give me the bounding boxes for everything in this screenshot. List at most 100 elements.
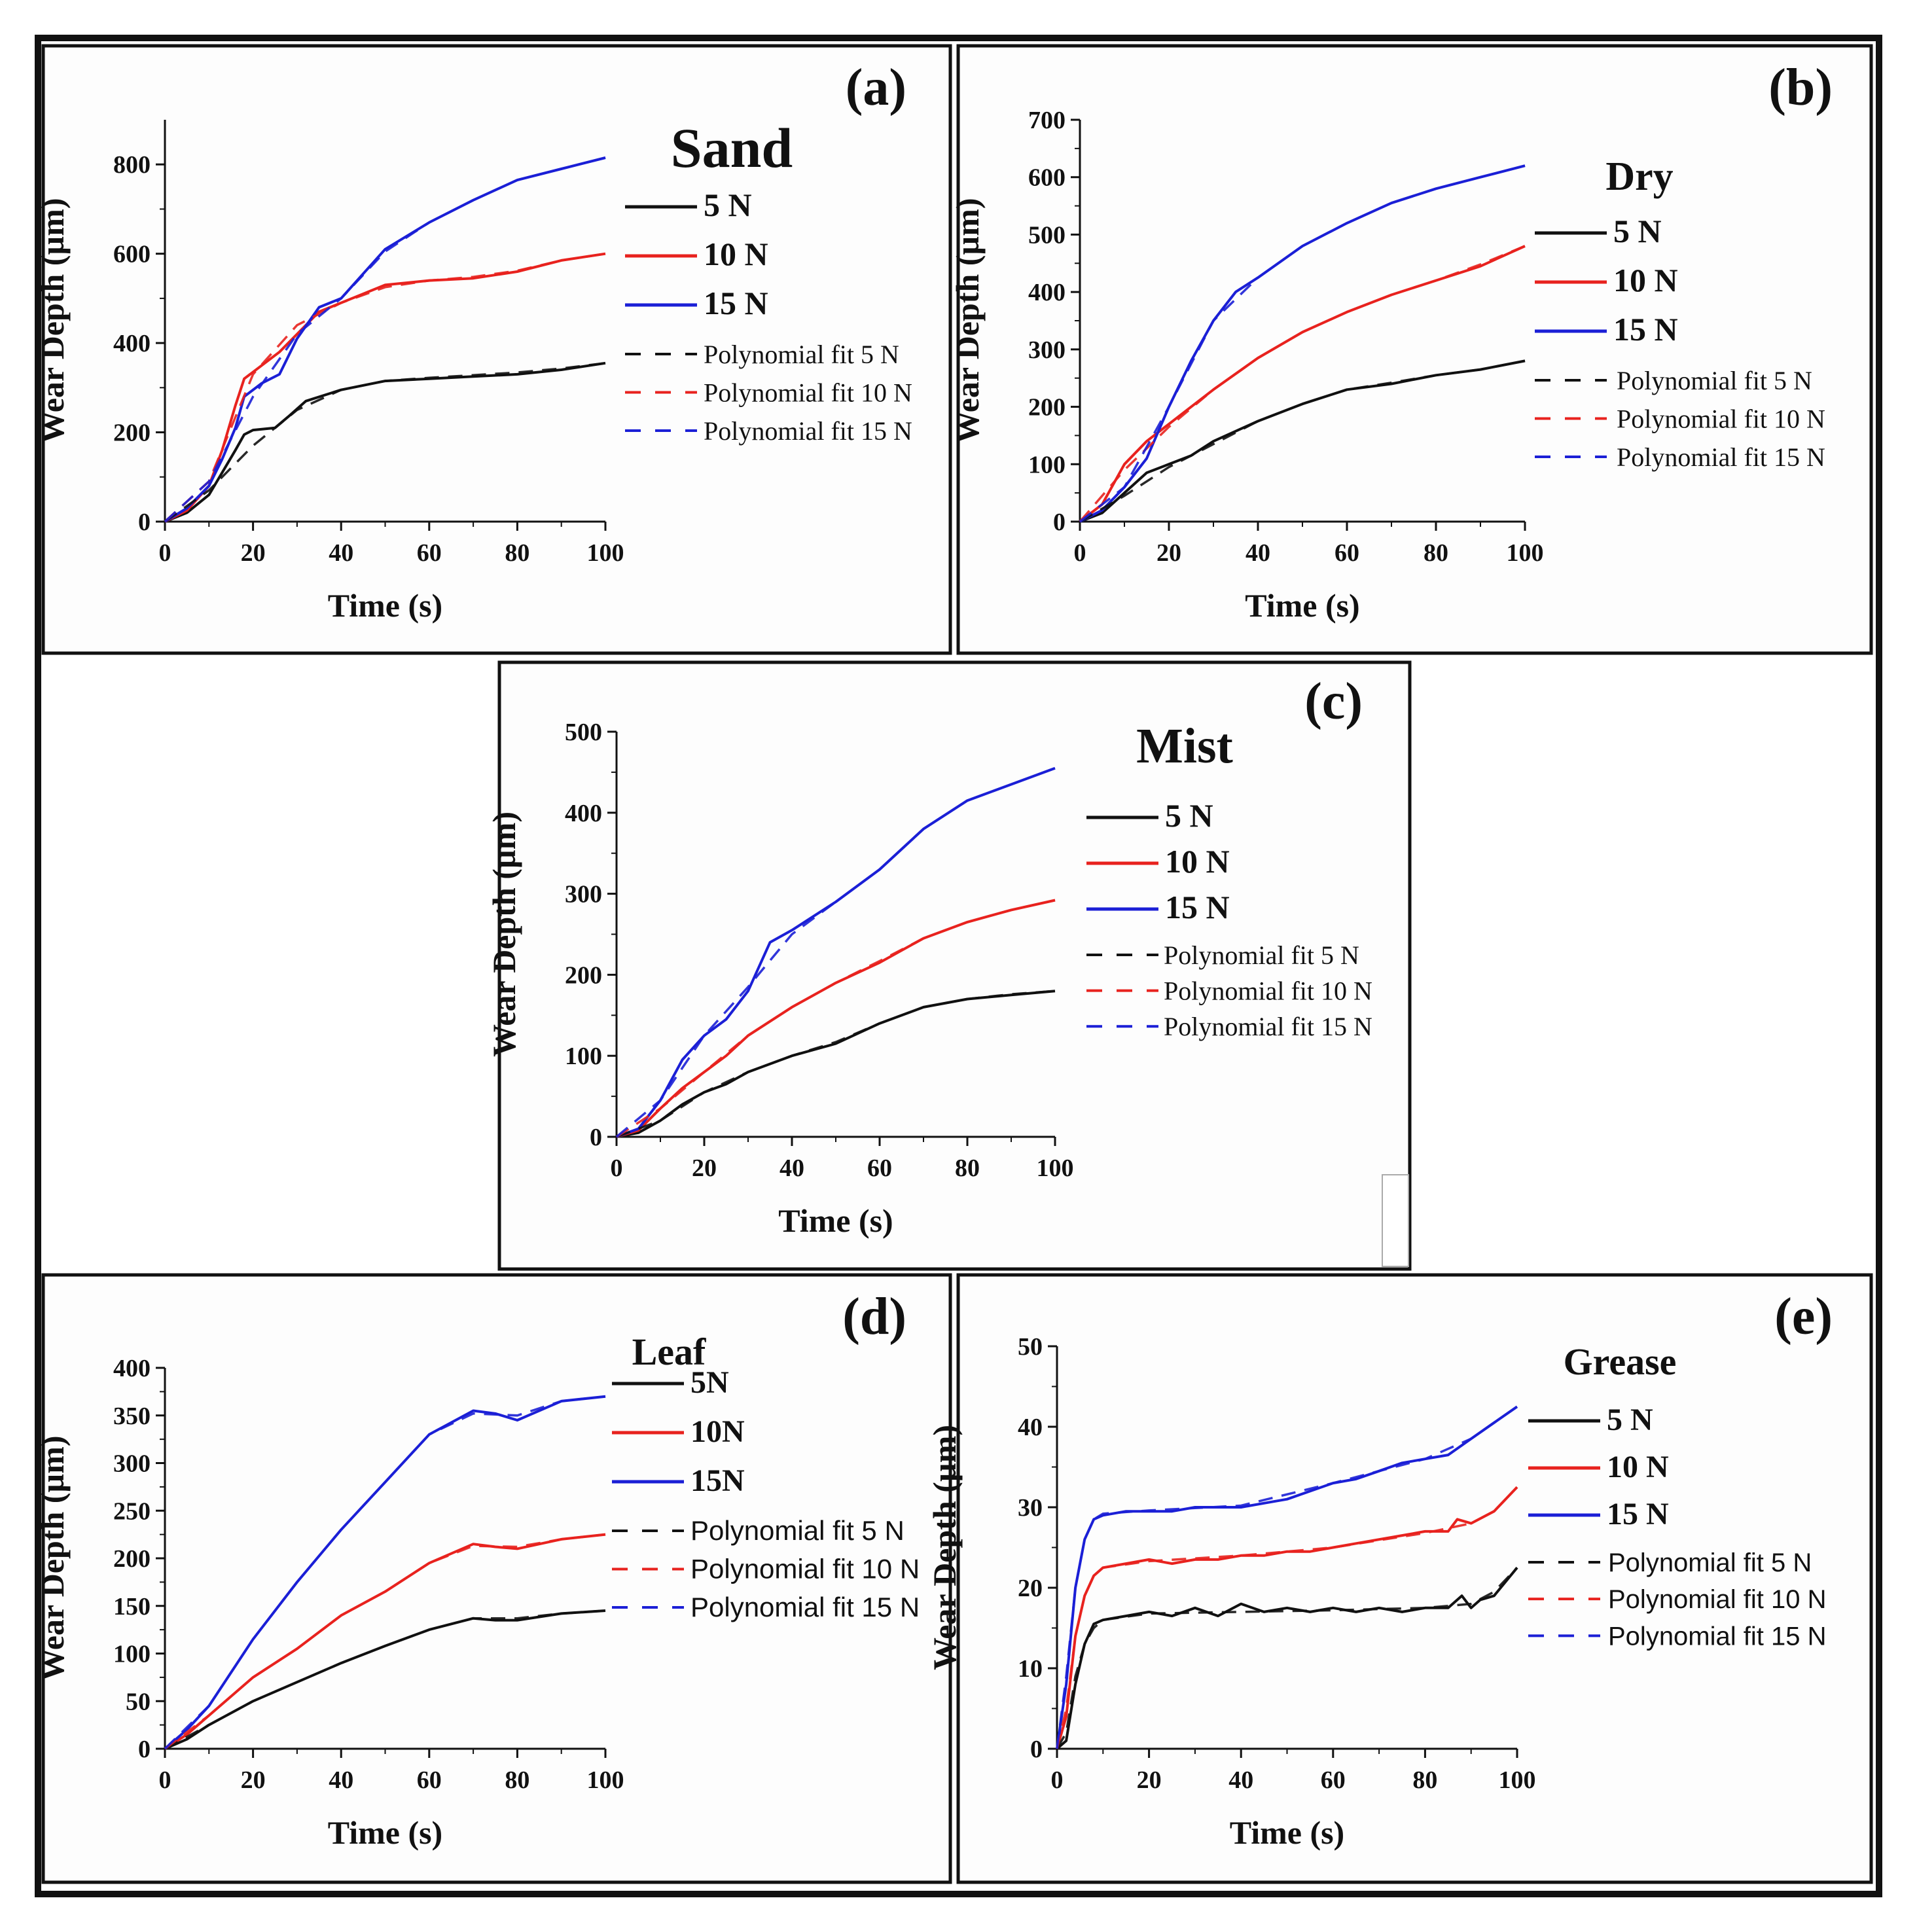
fit-line-3	[1056, 1405, 1518, 1749]
y-axis-label: Wear Depth (µm)	[926, 1425, 963, 1670]
x-tick-label: 0	[1074, 539, 1086, 567]
x-tick-label: 0	[159, 539, 171, 567]
legend-label: Polynomial fit 10 N	[1608, 1585, 1826, 1614]
x-tick-label: 40	[329, 1766, 353, 1794]
panel-frame-e	[956, 1273, 1873, 1884]
legend-label: 15 N	[1613, 311, 1678, 348]
y-axis-label: Wear Depth (µm)	[34, 198, 71, 443]
chart-title: Mist	[1136, 719, 1233, 774]
legend-label: 15N	[690, 1463, 745, 1498]
y-tick-label: 20	[1018, 1575, 1043, 1602]
panel-frame-a	[41, 44, 952, 655]
x-tick-label: 80	[505, 539, 529, 567]
legend-label: Polynomial fit 15 N	[1608, 1622, 1826, 1651]
chart-title: Leaf	[632, 1331, 706, 1373]
x-tick-label: 40	[1228, 1766, 1253, 1794]
y-tick-label: 40	[1018, 1414, 1043, 1441]
series-line-1	[164, 361, 606, 523]
chart-title: Sand	[671, 116, 793, 179]
fit-line-1	[164, 1609, 606, 1750]
y-tick-label: 700	[1028, 107, 1066, 134]
x-tick-label: 60	[417, 1766, 442, 1794]
chart-title: Grease	[1564, 1340, 1677, 1383]
legend-label: 5 N	[1607, 1403, 1653, 1437]
chart-d: 0 20 40 60 80 100 0 50 100 150 200 250 300 350 400 Time…	[34, 1288, 920, 1851]
y-tick-label: 600	[1028, 164, 1066, 192]
y-tick-label: 500	[1028, 221, 1066, 249]
x-tick-label: 40	[1245, 539, 1270, 567]
y-tick-label: 100	[113, 1641, 151, 1668]
y-tick-label: 300	[565, 881, 602, 908]
x-axis-label: Time (s)	[328, 1814, 442, 1851]
chart-title: Dry	[1605, 154, 1673, 199]
legend-label: 10 N	[1165, 843, 1230, 880]
x-axis-label: Time (s)	[328, 587, 442, 624]
y-tick-label: 30	[1018, 1494, 1043, 1522]
y-tick-label: 150	[113, 1593, 151, 1620]
y-tick-label: 200	[113, 420, 151, 447]
fit-line-1	[616, 990, 1056, 1138]
legend-label: 10 N	[1607, 1450, 1669, 1484]
panel-frame-b	[956, 44, 1873, 655]
legend-label: 10 N	[1613, 262, 1678, 298]
panel-label: (d)	[842, 1288, 906, 1346]
y-tick-label: 400	[565, 800, 602, 827]
fit-line-3	[164, 156, 606, 523]
y-tick-label: 500	[565, 719, 602, 746]
legend-label: Polynomial fit 5 N	[690, 1515, 905, 1546]
x-tick-label: 40	[329, 539, 353, 567]
fit-line-3	[615, 767, 1056, 1138]
legend-label: Polynomial fit 10 N	[704, 378, 912, 408]
x-tick-label: 20	[241, 539, 266, 567]
legend-label: Polynomial fit 10 N	[1164, 976, 1372, 1006]
legend-label: 15 N	[704, 285, 768, 321]
y-tick-label: 50	[126, 1688, 151, 1715]
legend: 5 N 10 N 15 N Polynomial fit 5 N Polynomial …	[1535, 213, 1825, 472]
fit-line-2	[1079, 245, 1526, 523]
legend-label: 15 N	[1607, 1497, 1669, 1531]
outer-frame	[35, 35, 1882, 1897]
legend-label: Polynomial fit 5 N	[1608, 1548, 1812, 1577]
legend-label: 5N	[690, 1365, 729, 1400]
legend-label: 5 N	[1165, 797, 1213, 834]
y-tick-label: 0	[138, 509, 151, 536]
x-tick-label: 0	[1051, 1766, 1064, 1794]
y-axis-label: Wear Depth (µm)	[34, 1435, 71, 1681]
panel-label: (a)	[846, 59, 906, 116]
x-tick-label: 0	[611, 1154, 623, 1182]
x-tick-label: 80	[1412, 1766, 1437, 1794]
x-tick-label: 60	[867, 1154, 892, 1182]
legend-label: 5 N	[1613, 213, 1662, 249]
legend-label: Polynomial fit 15 N	[690, 1592, 920, 1622]
legend-label: Polynomial fit 10 N	[1617, 404, 1825, 434]
y-axis-label: Wear Depth (µm)	[949, 198, 986, 443]
y-tick-label: 350	[113, 1403, 151, 1430]
legend-label: 10 N	[704, 236, 768, 272]
x-tick-label: 0	[159, 1766, 171, 1794]
legend-label: Polynomial fit 10 N	[690, 1554, 920, 1584]
x-tick-label: 20	[1156, 539, 1181, 567]
fit-line-2	[164, 1533, 606, 1750]
legend-label: Polynomial fit 15 N	[704, 416, 912, 446]
x-axis-label: Time (s)	[1230, 1814, 1344, 1851]
y-tick-label: 100	[1028, 451, 1066, 478]
series-line-1	[1056, 1567, 1518, 1750]
legend: 5 N 10 N 15 N Polynomial fit 5 N Polynomial …	[1528, 1403, 1826, 1651]
y-tick-label: 10	[1018, 1655, 1043, 1683]
fit-line-3	[1079, 164, 1526, 523]
legend-label: Polynomial fit 15 N	[1164, 1012, 1372, 1041]
y-axis-label: Wear Depth (µm)	[486, 812, 522, 1057]
x-tick-label: 100	[587, 539, 624, 567]
legend: 5N 10N 15N Polynomial fit 5 N Polynomial fit…	[612, 1365, 920, 1622]
legend: 5 N 10 N 15 N Polynomial fit 5 N Polynomial …	[625, 187, 912, 446]
x-axis-label: Time (s)	[1245, 587, 1359, 624]
chart-e: 0 20 40 60 80 100 0 10 20 30 40 50 Time (s) Wear Dept…	[926, 1288, 1833, 1851]
legend-label: 10N	[690, 1414, 745, 1449]
panel-label: (e)	[1774, 1288, 1833, 1346]
series-line-3	[164, 156, 606, 523]
x-tick-label: 60	[417, 539, 442, 567]
x-tick-label: 100	[1037, 1154, 1074, 1182]
fit-line-1	[1056, 1567, 1518, 1749]
x-tick-label: 100	[1499, 1766, 1536, 1794]
